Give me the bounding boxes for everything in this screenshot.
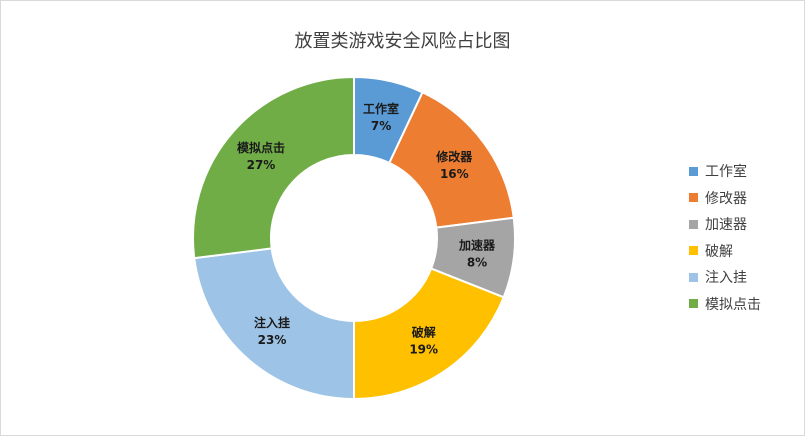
slice-category-label: 模拟点击 xyxy=(237,140,285,155)
legend: 工作室修改器加速器破解注入挂模拟点击 xyxy=(689,158,761,317)
legend-label: 工作室 xyxy=(705,164,747,181)
slice-value-label: 8% xyxy=(467,256,487,270)
slice-value-label: 16% xyxy=(440,167,469,181)
donut-slice xyxy=(193,247,355,401)
legend-swatch xyxy=(689,246,698,256)
slice-value-label: 27% xyxy=(247,158,276,172)
slice-category-label: 工作室 xyxy=(363,101,399,116)
donut-slice xyxy=(388,90,515,229)
legend-label: 模拟点击 xyxy=(705,296,761,313)
legend-item: 工作室 xyxy=(689,158,761,185)
slice-category-label: 加速器 xyxy=(458,238,496,253)
legend-swatch xyxy=(689,272,698,282)
legend-item: 模拟点击 xyxy=(689,291,761,318)
legend-item: 破解 xyxy=(689,238,761,265)
legend-label: 注入挂 xyxy=(705,270,747,287)
donut-slice xyxy=(192,75,355,260)
legend-swatch xyxy=(689,299,698,309)
slice-category-label: 破解 xyxy=(412,325,436,340)
legend-item: 加速器 xyxy=(689,211,761,238)
legend-label: 加速器 xyxy=(705,217,747,234)
donut-slice xyxy=(353,267,505,401)
legend-label: 破解 xyxy=(705,243,733,260)
legend-label: 修改器 xyxy=(705,190,747,207)
legend-item: 注入挂 xyxy=(689,264,761,291)
legend-item: 修改器 xyxy=(689,185,761,212)
slice-category-label: 修改器 xyxy=(435,149,473,164)
legend-swatch xyxy=(689,193,698,203)
legend-swatch xyxy=(689,219,698,229)
slice-category-label: 注入挂 xyxy=(254,315,290,330)
legend-swatch xyxy=(689,166,698,176)
slice-value-label: 7% xyxy=(371,119,391,133)
slice-value-label: 23% xyxy=(258,333,287,347)
chart-title: 放置类游戏安全风险占比图 xyxy=(294,31,511,52)
slice-value-label: 19% xyxy=(409,343,438,357)
